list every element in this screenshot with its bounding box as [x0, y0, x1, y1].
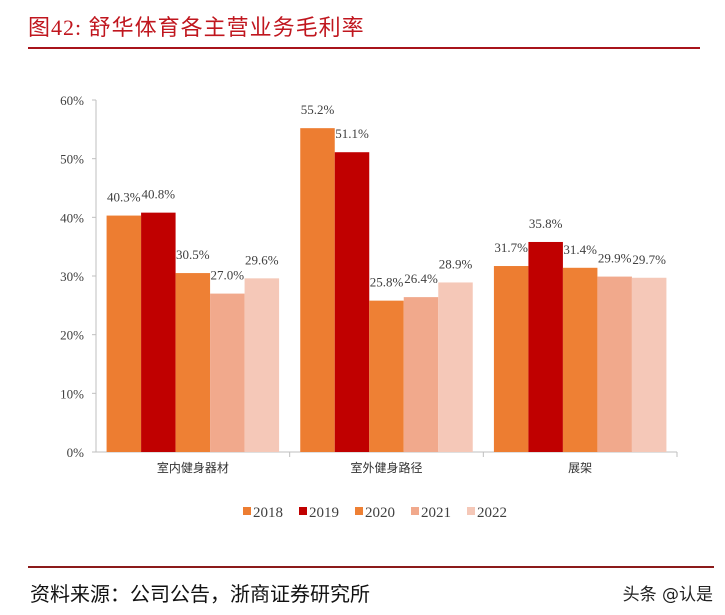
data-label: 28.9%: [439, 256, 473, 271]
bar-2022: [631, 277, 667, 452]
title-divider: [28, 47, 700, 49]
data-label: 30.5%: [176, 247, 210, 262]
bar-2018: [300, 128, 335, 452]
bar-2020: [562, 267, 598, 452]
y-tick-label: 20%: [60, 328, 84, 343]
data-label: 31.4%: [563, 242, 597, 257]
data-label: 25.8%: [370, 275, 404, 290]
data-label: 29.9%: [598, 251, 632, 266]
data-label: 40.8%: [142, 187, 176, 202]
bar-2021: [210, 293, 245, 452]
y-tick-label: 10%: [60, 386, 84, 401]
legend-label: 2019: [309, 505, 339, 521]
bar-2022: [244, 278, 280, 452]
legend-label: 2022: [477, 505, 507, 521]
legend-swatch-2022: [467, 507, 475, 515]
data-label: 27.0%: [211, 268, 245, 283]
footer-divider: [28, 566, 714, 568]
bar-2021: [403, 297, 439, 452]
data-label: 55.2%: [301, 102, 335, 117]
data-label: 31.7%: [494, 240, 528, 255]
legend-swatch-2019: [299, 507, 307, 515]
watermark: 头条 @认是: [622, 585, 713, 605]
bar-2022: [438, 282, 473, 452]
bar-2020: [369, 300, 404, 452]
bar-2019: [141, 212, 176, 452]
x-tick-label: 展架: [568, 461, 592, 475]
bar-2018: [106, 215, 142, 452]
legend-label: 2021: [421, 505, 451, 521]
legend-swatch-2020: [355, 507, 363, 515]
y-tick-label: 50%: [60, 152, 84, 167]
y-tick-label: 40%: [60, 210, 84, 225]
bar-chart: 0% 10% 20% 30% 40% 50% 60% 室内健身器材 40.3% 40.8% 30.5…: [60, 93, 678, 521]
bar-2020: [175, 273, 211, 452]
y-tick-label: 60%: [60, 93, 84, 108]
data-label: 26.4%: [404, 271, 438, 286]
figure-title: 图42: 舒华体育各主营业务毛利率: [28, 15, 365, 40]
y-tick-label: 30%: [60, 269, 84, 284]
bar-2018: [493, 266, 529, 452]
source-note: 资料来源：公司公告，浙商证券研究所: [30, 584, 370, 606]
bar-2019: [528, 241, 563, 452]
y-tick-label: 0%: [67, 445, 85, 460]
data-label: 40.3%: [107, 190, 141, 205]
x-tick-label: 室外健身路径: [350, 460, 422, 475]
bar-2021: [597, 276, 632, 452]
legend-label: 2018: [253, 505, 283, 521]
data-label: 51.1%: [335, 126, 369, 141]
legend-swatch-2018: [243, 507, 251, 515]
bar-2019: [334, 152, 370, 453]
data-label: 35.8%: [529, 216, 563, 231]
legend-swatch-2021: [411, 507, 419, 515]
legend-label: 2020: [365, 505, 395, 521]
data-label: 29.7%: [632, 252, 666, 267]
x-tick-label: 室内健身器材: [157, 460, 229, 475]
data-label: 29.6%: [245, 252, 279, 267]
